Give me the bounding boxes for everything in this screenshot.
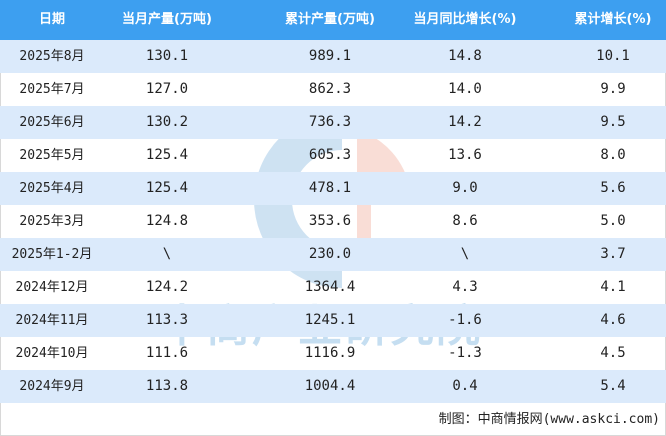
cell-monthly-yoy: 0.4 [452,378,478,394]
cell-monthly-output: 124.8 [145,213,189,229]
cell-monthly-yoy: 13.6 [448,147,482,163]
cell-monthly-output: 127.0 [145,81,189,97]
cell-monthly-output: 113.3 [145,312,189,328]
table-row: 2024年11月 113.3 1245.1 -1.6 4.6 [0,304,666,337]
cell-cumulative-output: 605.3 [308,147,352,163]
header-monthly-output: 当月产量(万吨) [122,12,212,27]
cell-monthly-yoy: 4.3 [452,279,478,295]
cell-cumulative-output: 478.1 [308,180,352,196]
cell-monthly-yoy: 9.0 [452,180,478,196]
cell-monthly-output: \ [162,246,172,262]
cell-monthly-output: 125.4 [145,147,189,163]
table-row: 2025年7月 127.0 862.3 14.0 9.9 [0,73,666,106]
table-row: 2025年6月 130.2 736.3 14.2 9.5 [0,106,666,139]
cell-monthly-output: 130.2 [145,114,189,130]
cell-cumulative-growth: 4.5 [600,345,626,361]
table-header: 日期 当月产量(万吨) 累计产量(万吨) 当月同比增长(%) 累计增长(%) [0,0,666,40]
cell-cumulative-growth: 4.1 [600,279,626,295]
cell-cumulative-growth: 9.5 [600,114,626,130]
cell-cumulative-growth: 3.7 [600,246,626,262]
cell-date: 2025年3月 [19,214,85,229]
cell-date: 2024年10月 [15,346,89,361]
header-cumulative-growth: 累计增长(%) [574,12,652,27]
cell-monthly-yoy: -1.6 [448,312,482,328]
cell-cumulative-growth: 9.9 [600,81,626,97]
cell-monthly-output: 113.8 [145,378,189,394]
table-row: 2024年10月 111.6 1116.9 -1.3 4.5 [0,337,666,370]
cell-date: 2025年7月 [19,82,85,97]
header-date: 日期 [38,12,65,27]
cell-monthly-output: 111.6 [145,345,189,361]
cell-monthly-yoy: 14.8 [448,48,482,64]
cell-date: 2024年11月 [15,313,89,328]
cell-cumulative-output: 862.3 [308,81,352,97]
table-row: 2025年1-2月 \ 230.0 \ 3.7 [0,238,666,271]
cell-date: 2025年1-2月 [11,247,93,262]
cell-monthly-yoy: 14.0 [448,81,482,97]
cell-monthly-output: 124.2 [145,279,189,295]
cell-monthly-yoy: \ [460,246,470,262]
cell-cumulative-growth: 4.6 [600,312,626,328]
source-footer: 制图：中商情报网(www.askci.com) [438,412,660,427]
cell-cumulative-output: 736.3 [308,114,352,130]
cell-cumulative-output: 1245.1 [304,312,356,328]
cell-cumulative-growth: 8.0 [600,147,626,163]
table-row: 2025年8月 130.1 989.1 14.8 10.1 [0,40,666,73]
table-row: 2025年4月 125.4 478.1 9.0 5.6 [0,172,666,205]
cell-date: 2025年8月 [19,49,85,64]
cell-cumulative-growth: 5.6 [600,180,626,196]
cell-cumulative-growth: 10.1 [596,48,630,64]
cell-cumulative-output: 1116.9 [304,345,356,361]
header-monthly-yoy: 当月同比增长(%) [413,12,517,27]
cell-cumulative-output: 1004.4 [304,378,356,394]
table-row: 2024年12月 124.2 1364.4 4.3 4.1 [0,271,666,304]
cell-monthly-yoy: 14.2 [448,114,482,130]
cell-monthly-output: 125.4 [145,180,189,196]
table-row: 2025年5月 125.4 605.3 13.6 8.0 [0,139,666,172]
cell-cumulative-output: 230.0 [308,246,352,262]
cell-date: 2025年4月 [19,181,85,196]
cell-date: 2025年6月 [19,115,85,130]
cell-date: 2025年5月 [19,148,85,163]
cell-cumulative-output: 989.1 [308,48,352,64]
cell-monthly-yoy: 8.6 [452,213,478,229]
header-cumulative-output: 累计产量(万吨) [285,12,375,27]
table-row: 2025年3月 124.8 353.6 8.6 5.0 [0,205,666,238]
cell-monthly-yoy: -1.3 [448,345,482,361]
cell-cumulative-growth: 5.4 [600,378,626,394]
cell-date: 2024年9月 [19,379,85,394]
cell-cumulative-growth: 5.0 [600,213,626,229]
cell-monthly-output: 130.1 [145,48,189,64]
cell-cumulative-output: 353.6 [308,213,352,229]
cell-date: 2024年12月 [15,280,89,295]
cell-cumulative-output: 1364.4 [304,279,356,295]
table-row: 2024年9月 113.8 1004.4 0.4 5.4 [0,370,666,403]
